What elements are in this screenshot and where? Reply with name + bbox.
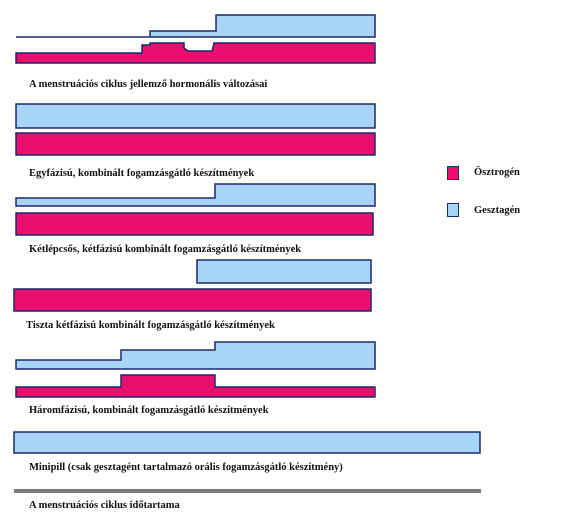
caption-timeline: A menstruációs ciklus időtartama bbox=[29, 500, 180, 511]
caption-two-step-biphasic: Kétlépcsős, kétfázisú kombinált fogamzás… bbox=[29, 244, 302, 255]
estrogen-bar-two-step bbox=[15, 212, 374, 236]
progestin-bar-minipill bbox=[13, 431, 481, 454]
estrogen-bar-monophasic bbox=[15, 132, 376, 156]
estrogen-bar-cycle bbox=[15, 42, 376, 64]
legend-estrogen-label: Ösztrogén bbox=[474, 167, 520, 178]
progestin-bar-pure-biphasic bbox=[196, 259, 372, 284]
caption-pure-biphasic: Tiszta kétfázisú kombinált fogamzásgátló… bbox=[26, 320, 275, 331]
caption-minipill: Minipill (csak gesztagént tartalmazó orá… bbox=[29, 462, 343, 473]
estrogen-bar-triphasic bbox=[15, 374, 376, 398]
cycle-duration-timeline bbox=[14, 489, 481, 493]
legend-progestin-swatch bbox=[447, 203, 459, 217]
legend-estrogen-swatch bbox=[447, 166, 459, 180]
progestin-bar-triphasic bbox=[15, 341, 376, 370]
caption-triphasic: Háromfázisú, kombinált fogamzásgátló kés… bbox=[29, 405, 269, 416]
progestin-bar-two-step bbox=[15, 183, 376, 207]
caption-monophasic: Egyfázisú, kombinált fogamzásgátló készí… bbox=[29, 168, 255, 179]
estrogen-bar-pure-biphasic bbox=[13, 288, 372, 312]
progestin-bar-monophasic bbox=[15, 103, 376, 129]
progestin-bar-cycle bbox=[16, 14, 376, 38]
legend-progestin-label: Gesztagén bbox=[474, 205, 521, 216]
caption-menstrual-cycle: A menstruációs ciklus jellemző hormonáli… bbox=[29, 79, 268, 90]
